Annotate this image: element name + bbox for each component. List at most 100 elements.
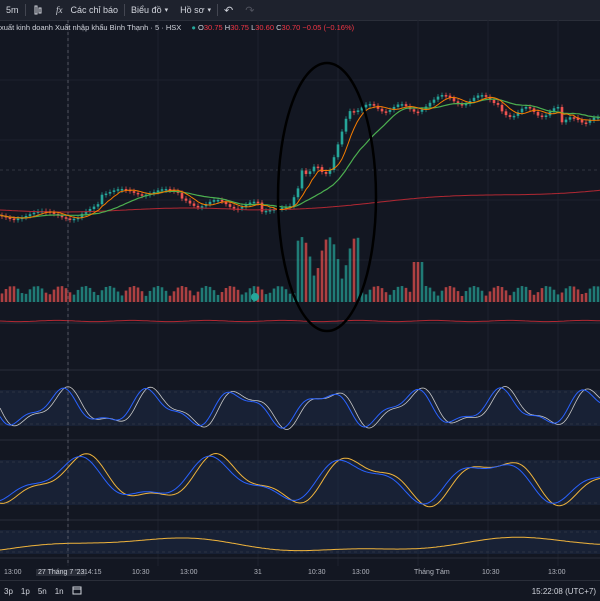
candle-body <box>360 107 364 111</box>
candle-body <box>524 107 528 109</box>
volume-bar <box>460 295 464 302</box>
volume-bar <box>360 292 364 302</box>
oscillator-band-3 <box>0 530 600 554</box>
candle-body <box>496 103 500 105</box>
candle-body <box>452 98 456 102</box>
volume-bar <box>4 289 8 302</box>
volume-bar <box>96 295 100 302</box>
candle-body <box>212 200 216 202</box>
volume-bar <box>136 287 140 302</box>
volume-bar <box>516 287 520 302</box>
volume-bar <box>232 286 236 302</box>
candle-body <box>84 211 88 214</box>
volume-bar <box>204 286 208 302</box>
candle-body <box>136 192 140 195</box>
candle-body <box>492 99 496 104</box>
candle-body <box>432 99 436 103</box>
chart-menu-button[interactable]: Biểu đồ ▾ <box>125 0 174 20</box>
candle-body <box>296 188 300 198</box>
candle-body <box>76 217 80 220</box>
oscillator-band-2 <box>0 460 600 505</box>
volume-bar <box>564 288 568 302</box>
volume-bar <box>104 286 108 302</box>
candle-body <box>380 108 384 112</box>
candle-body <box>92 206 96 209</box>
toolbar-divider <box>124 4 126 16</box>
volume-bar <box>340 278 344 302</box>
candle-body <box>540 115 544 118</box>
candle-body <box>24 216 28 218</box>
oscillator-1-line-a <box>0 386 600 430</box>
candle-body <box>428 102 432 107</box>
symbol-title[interactable]: xuất kinh doanh Xuất nhập khẩu Bình Thạn… <box>0 23 182 32</box>
oscillator-band-1 <box>0 390 600 426</box>
volume-bar <box>140 291 144 302</box>
range-button[interactable]: 5n <box>37 586 47 596</box>
candle-body <box>560 107 564 123</box>
undo-button[interactable]: ↶ <box>218 0 239 20</box>
volume-bar <box>392 290 396 302</box>
volume-bar <box>12 286 16 302</box>
candle-body <box>156 190 160 192</box>
volume-bar <box>400 286 404 302</box>
volume-bar <box>528 290 532 302</box>
candlesticks <box>0 92 600 223</box>
candle-body <box>464 103 468 106</box>
volume-bar <box>404 287 408 302</box>
volume-bar <box>220 292 224 302</box>
volume-bar <box>592 286 596 302</box>
volume-bars <box>0 237 600 302</box>
clock[interactable]: 15:22:08 (UTC+7) <box>531 586 596 596</box>
range-button[interactable]: 3p <box>4 586 13 596</box>
volume-bar <box>124 290 128 302</box>
time-axis-label: Tháng Tám <box>414 569 450 576</box>
redo-button[interactable]: ↷ <box>239 0 260 20</box>
interval-button[interactable]: 5m <box>0 0 25 20</box>
candle-body <box>564 119 568 123</box>
candle-body <box>592 117 596 121</box>
candle-body <box>488 96 492 100</box>
candle-body <box>372 104 376 106</box>
volume-bar <box>420 262 424 302</box>
volume-bar <box>588 288 592 302</box>
volume-bar <box>80 286 84 302</box>
candle-body <box>140 194 144 196</box>
time-axis[interactable]: 13:00 27 Tháng 7 '23 14:15 10:30 13:00 31 10:3… <box>0 566 600 580</box>
volume-bar <box>272 288 276 302</box>
price-chart[interactable] <box>0 20 600 566</box>
change-value: −0.05 (−0.16%) <box>302 23 355 32</box>
volume-bar <box>188 290 192 302</box>
candle-body <box>180 192 184 199</box>
candle-body <box>436 96 440 100</box>
candle-body <box>16 218 20 221</box>
candle-body <box>100 194 104 205</box>
volume-bar <box>268 292 272 302</box>
profile-menu-button[interactable]: Hồ sơ ▾ <box>174 0 217 20</box>
volume-bar <box>180 286 184 302</box>
candle-body <box>544 115 548 117</box>
time-axis-label: 13:00 <box>548 569 566 576</box>
volume-bar <box>484 295 488 302</box>
indicators-button[interactable]: fx Các chỉ báo <box>50 0 125 20</box>
volume-bar <box>108 286 112 302</box>
volume-bar <box>312 275 316 302</box>
date-range-button[interactable] <box>68 585 86 597</box>
range-button[interactable]: 1p <box>20 586 30 596</box>
candle-body <box>268 210 272 212</box>
candle-body <box>12 218 16 221</box>
range-button[interactable]: 1n <box>54 586 64 596</box>
compare-button[interactable] <box>26 0 50 20</box>
candle-body <box>368 104 372 106</box>
candle-body <box>200 206 204 208</box>
volume-bar <box>492 287 496 302</box>
candle-body <box>556 107 560 109</box>
candle-body <box>412 109 416 112</box>
candle-body <box>324 171 328 174</box>
high-value: 30.75 <box>230 23 249 32</box>
bottom-toolbar: 3p 1p 5n 1n 15:22:08 (UTC+7) <box>0 580 600 601</box>
volume-bar <box>36 286 40 302</box>
volume-bar <box>544 286 548 302</box>
volume-bar <box>16 288 20 302</box>
candle-body <box>280 207 284 210</box>
volume-bar <box>24 293 28 302</box>
